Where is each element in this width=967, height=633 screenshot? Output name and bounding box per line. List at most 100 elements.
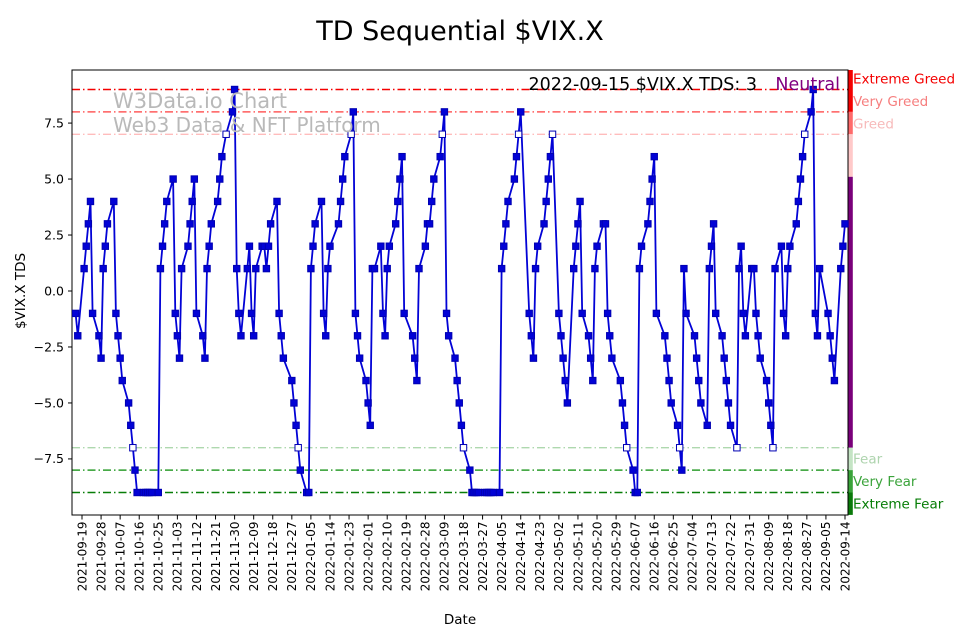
y-tick-label: 0.0: [44, 283, 64, 298]
data-point-marker: [379, 309, 387, 318]
data-point-marker: [228, 108, 237, 116]
band-label: Very Fear: [853, 474, 917, 490]
x-tick-label: 2022-04-23: [533, 522, 547, 592]
data-point-marker: [305, 488, 313, 497]
x-tick-label: 2022-05-02: [552, 522, 566, 592]
data-point-marker: [705, 264, 714, 273]
x-tick-label: 2022-09-14: [838, 522, 852, 592]
data-point-marker: [608, 354, 616, 362]
data-point-marker: [635, 264, 644, 273]
data-point-marker: [616, 376, 625, 385]
x-tick-label: 2022-03-09: [438, 522, 452, 592]
data-point-marker: [697, 399, 705, 407]
data-point-marker: [735, 264, 743, 273]
data-point-marker: [394, 197, 402, 206]
data-point-marker: [722, 376, 731, 385]
data-point-marker: [497, 264, 506, 273]
data-point-marker: [292, 421, 300, 430]
data-point-marker: [324, 264, 332, 273]
data-point-marker: [777, 242, 786, 250]
data-point-marker: [718, 332, 726, 340]
data-point-marker: [428, 197, 436, 206]
data-point-marker: [455, 399, 463, 407]
data-point-marker: [86, 197, 95, 206]
threshold-bands: Extreme Greed Very Greed Greed Fear Very Fea…: [72, 71, 955, 513]
data-point-marker: [589, 376, 597, 385]
data-point-marker: [675, 444, 684, 452]
data-point-marker: [319, 309, 328, 318]
data-point-marker: [334, 220, 343, 228]
data-point-marker: [762, 376, 771, 385]
data-point-marker: [133, 488, 141, 497]
sentiment-status-label: Neutral: [775, 75, 840, 95]
data-point-marker: [171, 309, 179, 318]
data-point-marker: [737, 242, 745, 250]
x-tick-label: 2022-09-05: [819, 522, 833, 592]
data-point-marker: [177, 264, 186, 273]
x-tick-label: 2022-06-16: [648, 522, 662, 592]
data-point-marker: [326, 242, 334, 250]
data-point-marker: [650, 152, 658, 161]
data-point-marker: [425, 220, 434, 228]
data-point-marker: [544, 175, 552, 183]
data-point-marker: [112, 309, 120, 318]
data-point-marker: [311, 220, 319, 228]
x-tick-label: 2022-02-28: [419, 522, 433, 592]
data-point-marker: [184, 242, 192, 250]
data-point-marker: [474, 488, 483, 497]
data-point-marker: [811, 309, 820, 318]
data-point-marker: [451, 354, 459, 362]
data-point-marker: [801, 130, 809, 138]
data-point-marker: [264, 242, 273, 250]
data-point-marker: [95, 332, 103, 340]
band-label: Greed: [853, 116, 894, 132]
data-point-marker: [680, 264, 688, 273]
x-tick-label: 2022-01-05: [304, 522, 318, 592]
data-point-marker: [355, 354, 364, 362]
data-point-marker: [813, 332, 822, 340]
data-point-marker: [792, 220, 800, 228]
data-point-marker: [646, 197, 654, 206]
data-point-marker: [453, 376, 461, 385]
data-point-marker: [205, 242, 213, 250]
data-point-marker: [213, 197, 222, 206]
x-tick-label: 2021-12-18: [266, 522, 280, 592]
data-point-marker: [510, 175, 519, 183]
colorbar-segment: [848, 470, 853, 493]
data-point-marker: [603, 309, 612, 318]
data-point-marker: [500, 242, 508, 250]
data-point-marker: [771, 264, 779, 273]
data-point-marker: [591, 264, 599, 273]
data-point-marker: [396, 175, 404, 183]
x-tick-label: 2022-08-09: [762, 522, 776, 592]
data-point-marker: [502, 220, 510, 228]
data-point-marker: [570, 264, 578, 273]
data-point-marker: [249, 332, 258, 340]
x-tick-label: 2021-11-30: [228, 522, 242, 592]
x-tick-label: 2022-03-18: [457, 522, 471, 592]
data-point-marker: [756, 354, 764, 362]
data-point-marker: [203, 264, 211, 273]
data-point-marker: [457, 421, 466, 430]
data-point-marker: [667, 399, 675, 407]
data-point-marker: [169, 175, 177, 183]
data-point-marker: [678, 466, 686, 474]
data-point-marker: [129, 444, 137, 452]
data-point-marker: [741, 332, 750, 340]
data-point-marker: [190, 175, 199, 183]
data-point-marker: [84, 220, 93, 228]
x-tick-label: 2022-06-25: [667, 522, 681, 592]
data-point-marker: [546, 152, 555, 161]
data-point-marker: [411, 354, 419, 362]
data-point-marker: [222, 130, 230, 138]
data-point-marker: [584, 332, 593, 340]
band-label: Fear: [853, 452, 883, 468]
data-point-marker: [127, 421, 135, 430]
data-point-marker: [720, 354, 728, 362]
data-point-marker: [362, 376, 370, 385]
data-point-marker: [97, 354, 105, 362]
y-tick-label: 5.0: [44, 171, 64, 186]
data-point-marker: [561, 376, 569, 385]
data-point-marker: [648, 175, 656, 183]
band-label: Extreme Greed: [853, 71, 955, 87]
